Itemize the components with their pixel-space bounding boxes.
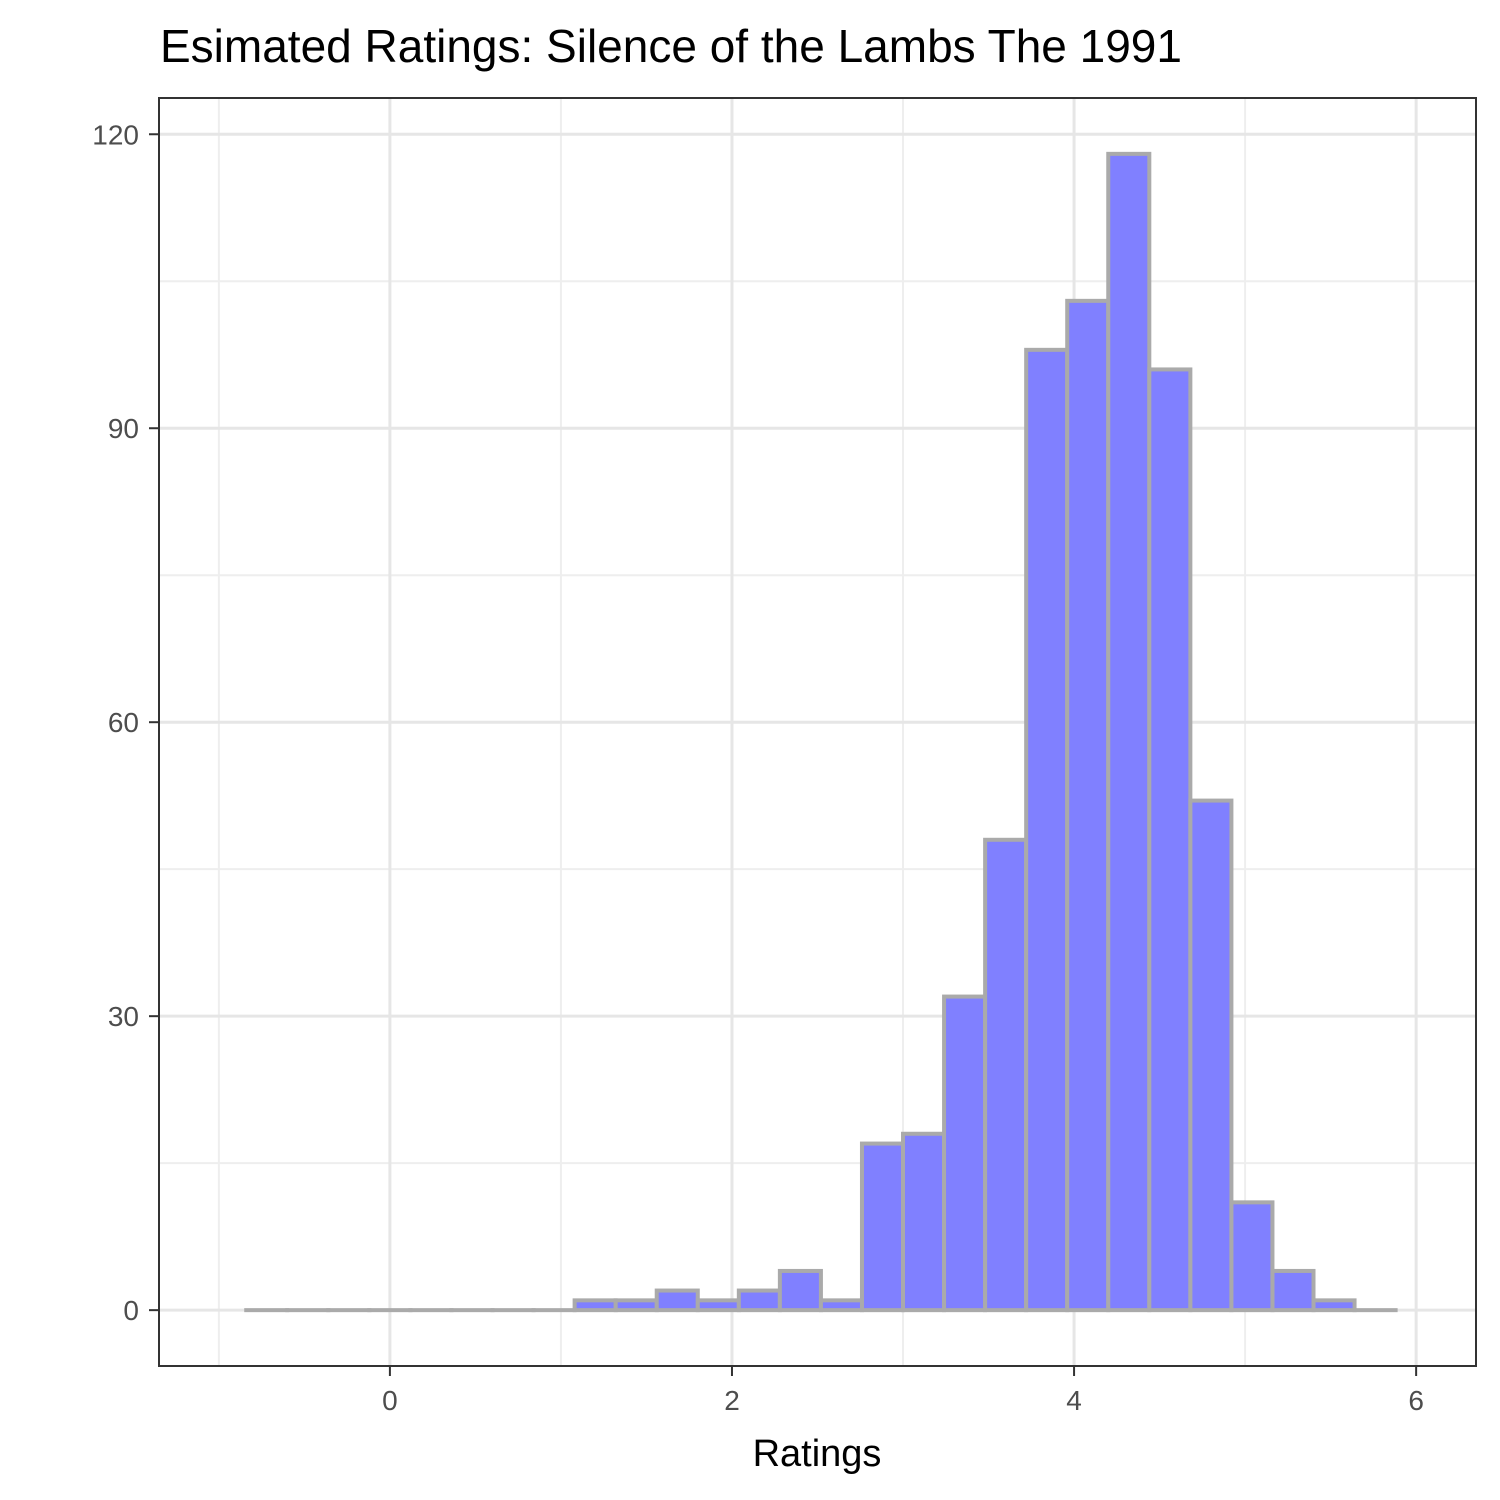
y-tick-label: 0 (123, 1295, 139, 1326)
plot-panel (158, 97, 1477, 1367)
x-tick-label: 0 (382, 1385, 398, 1416)
y-tick-label: 90 (108, 413, 139, 444)
histogram-bar (777, 1268, 823, 1313)
histogram-bar (1106, 151, 1152, 1313)
histogram-bar (695, 1298, 741, 1313)
histogram-bar (1311, 1298, 1357, 1313)
histogram-bar (983, 837, 1029, 1313)
histogram-bar (613, 1298, 659, 1313)
grid (159, 98, 1476, 1366)
histogram-bar (1270, 1268, 1316, 1313)
histogram-bar (572, 1298, 618, 1313)
histogram-bar (818, 1298, 864, 1313)
x-tick-label: 6 (1408, 1385, 1424, 1416)
x-axis-label: Ratings (753, 1433, 882, 1475)
histogram-bar (1229, 1200, 1275, 1313)
histogram-bar (1024, 347, 1070, 1313)
histogram-bar (1065, 298, 1111, 1313)
histogram-bar (859, 1141, 906, 1313)
histogram-bar (1188, 798, 1234, 1313)
y-tick-label: 120 (92, 119, 139, 150)
y-tick-label: 30 (108, 1001, 139, 1032)
histogram-bar (901, 1131, 947, 1313)
histogram-bar (942, 994, 988, 1313)
histogram-bar (654, 1288, 700, 1313)
histogram-bar (1147, 367, 1193, 1313)
y-tick-label: 60 (108, 707, 139, 738)
bars (244, 151, 1398, 1313)
chart-title: Esimated Ratings: Silence of the Lambs T… (160, 20, 1182, 72)
histogram-bar (736, 1288, 782, 1313)
x-tick-label: 2 (724, 1385, 740, 1416)
x-tick-label: 4 (1066, 1385, 1082, 1416)
